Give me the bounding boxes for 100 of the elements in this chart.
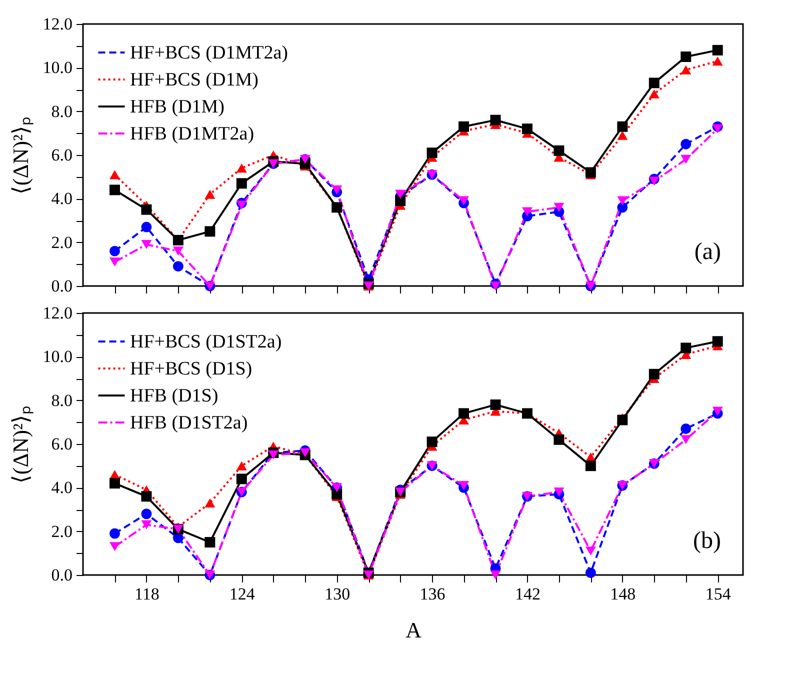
point bbox=[585, 568, 596, 578]
point bbox=[680, 423, 692, 434]
x-tick-label: 154 bbox=[705, 584, 732, 604]
point bbox=[141, 222, 152, 232]
point bbox=[712, 56, 723, 66]
point bbox=[109, 257, 120, 267]
point bbox=[109, 478, 120, 489]
point bbox=[458, 121, 470, 132]
point bbox=[236, 474, 247, 484]
x-tick-label: 136 bbox=[420, 584, 446, 604]
y-tick-label: 0.0 bbox=[51, 276, 72, 296]
point bbox=[554, 487, 564, 497]
point bbox=[522, 207, 532, 216]
legend-label: HF+BCS (D1MT2a) bbox=[130, 42, 288, 64]
point bbox=[617, 121, 628, 132]
point bbox=[490, 114, 501, 126]
point bbox=[680, 52, 692, 62]
point bbox=[712, 124, 723, 134]
point bbox=[617, 130, 628, 140]
point bbox=[395, 196, 406, 206]
point bbox=[141, 204, 152, 215]
point bbox=[712, 336, 723, 347]
point bbox=[554, 202, 564, 212]
point bbox=[172, 246, 184, 256]
point bbox=[204, 537, 216, 548]
point bbox=[236, 178, 247, 189]
point bbox=[490, 399, 501, 410]
point bbox=[236, 164, 247, 173]
y-tick-label: 0.0 bbox=[51, 566, 72, 584]
point bbox=[141, 520, 152, 530]
y-tick-label: 4.0 bbox=[51, 478, 72, 498]
point bbox=[554, 434, 564, 445]
point bbox=[554, 145, 564, 156]
y-tick-label: 2.0 bbox=[51, 522, 72, 541]
point bbox=[648, 78, 660, 88]
legend-label: HFB (D1M) bbox=[130, 96, 224, 118]
point bbox=[204, 498, 216, 508]
x-tick-label: 148 bbox=[610, 584, 636, 604]
point bbox=[680, 342, 692, 354]
y-axis-title: ⟨(ΔN)²⟩ₚ bbox=[8, 405, 34, 484]
point bbox=[109, 542, 120, 552]
point bbox=[395, 190, 406, 199]
point bbox=[109, 246, 120, 256]
point bbox=[426, 148, 438, 158]
legend-label: HFB (D1MT2a) bbox=[130, 124, 254, 144]
annotation: (a) bbox=[694, 239, 721, 265]
point bbox=[585, 546, 596, 556]
y-tick-label: 4.0 bbox=[51, 189, 72, 208]
point bbox=[458, 480, 470, 490]
x-axis-title: A bbox=[406, 618, 422, 642]
point bbox=[617, 202, 628, 213]
point bbox=[204, 226, 216, 237]
point bbox=[617, 414, 628, 426]
point bbox=[172, 261, 184, 272]
point bbox=[236, 461, 247, 470]
y-tick-label: 12.0 bbox=[42, 14, 72, 34]
point bbox=[332, 488, 342, 500]
x-tick-label: 142 bbox=[514, 584, 540, 604]
point bbox=[585, 167, 596, 178]
legend-label: HF+BCS (D1ST2a) bbox=[130, 332, 282, 352]
point bbox=[712, 406, 723, 416]
point bbox=[490, 281, 501, 291]
point bbox=[617, 196, 628, 206]
y-tick-label: 12.0 bbox=[42, 304, 72, 322]
x-tick-label: 124 bbox=[229, 584, 256, 604]
point bbox=[458, 196, 470, 206]
point bbox=[268, 450, 279, 460]
point bbox=[204, 190, 216, 199]
y-tick-label: 8.0 bbox=[51, 102, 72, 121]
x-tick-label: 130 bbox=[324, 584, 350, 604]
point bbox=[680, 435, 692, 444]
point bbox=[141, 240, 152, 250]
y-tick-label: 10.0 bbox=[42, 58, 72, 78]
point bbox=[648, 176, 660, 186]
y-tick-label: 10.0 bbox=[42, 347, 72, 366]
point bbox=[109, 170, 120, 180]
x-tick-label: 118 bbox=[134, 584, 160, 604]
y-tick-label: 8.0 bbox=[51, 390, 72, 410]
point bbox=[648, 368, 660, 380]
point bbox=[522, 124, 532, 134]
point bbox=[141, 491, 152, 502]
annotation: (b) bbox=[693, 528, 721, 554]
y-tick-label: 2.0 bbox=[51, 232, 72, 252]
point bbox=[141, 508, 152, 520]
point bbox=[680, 138, 692, 150]
point bbox=[332, 185, 342, 194]
legend-label: HF+BCS (D1S) bbox=[130, 358, 252, 380]
point bbox=[109, 528, 120, 539]
point bbox=[680, 154, 692, 164]
legend-label: HFB (D1S) bbox=[130, 386, 218, 406]
y-axis-title: ⟨(ΔN)²⟩ₚ bbox=[8, 116, 34, 195]
point bbox=[426, 436, 438, 448]
point bbox=[458, 408, 470, 419]
y-tick-label: 6.0 bbox=[51, 434, 72, 454]
legend-label: HF+BCS (D1M) bbox=[130, 70, 258, 90]
legend-label: HFB (D1ST2a) bbox=[130, 412, 248, 434]
y-tick-label: 6.0 bbox=[51, 146, 72, 164]
point bbox=[236, 200, 247, 210]
point bbox=[490, 570, 501, 580]
point bbox=[585, 460, 596, 472]
